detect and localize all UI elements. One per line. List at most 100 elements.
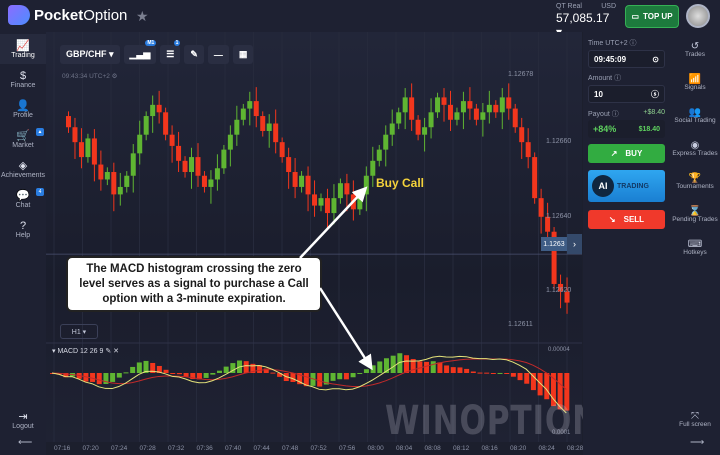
fullscreen-button[interactable]: ⤧ Full screen [670, 404, 720, 437]
time-tick-label: 08:04 [396, 445, 413, 452]
candle-down [253, 101, 259, 117]
right-nav-social-trading[interactable]: 👥 Social Trading [670, 100, 720, 133]
right-nav-express-trades[interactable]: ◉ Express Trades [670, 133, 720, 166]
arrow-to-histogram [318, 287, 373, 371]
layout-button[interactable]: ▦ [232, 45, 254, 64]
logout-icon: ⇥ [18, 410, 28, 423]
right-nav-hotkeys[interactable]: ⌨ Hotkeys [670, 232, 720, 265]
candle-down [493, 104, 499, 113]
logo-text-bold: Pocket [34, 6, 84, 24]
wallet-icon: ▭ [631, 12, 640, 21]
drawing-button[interactable]: ✎ [184, 45, 204, 64]
sidebar-item-trading[interactable]: 📈 Trading [0, 34, 46, 64]
scroll-to-now-chevron-icon[interactable]: › [567, 234, 582, 254]
candle-down [163, 112, 169, 135]
candle-down [467, 101, 473, 109]
logo[interactable]: Pocket Option [8, 5, 127, 25]
candle-up [240, 108, 246, 120]
logout-button[interactable]: ⇥ Logout [0, 405, 46, 435]
time-tick-label: 07:44 [253, 445, 270, 452]
candle-up [363, 175, 369, 195]
buy-button[interactable]: ↗ BUY [588, 144, 665, 163]
time-tick-label: 07:52 [310, 445, 327, 452]
account-type: QT Real [556, 3, 582, 10]
time-tick-label: 08:20 [510, 445, 527, 452]
chart-area[interactable] [46, 32, 582, 442]
macd-histogram-bar [497, 372, 503, 374]
candle-up [422, 127, 428, 135]
avatar[interactable] [686, 4, 710, 28]
chart-clock: 09:43:34 UTC+2 ⚙ [62, 73, 118, 80]
clock-icon[interactable]: ⊙ [652, 54, 659, 64]
candle-down [324, 198, 330, 214]
amount-value: 10 [594, 89, 603, 99]
users-icon: 👥 [688, 106, 702, 118]
top-up-button[interactable]: ▭ TOP UP [625, 5, 679, 28]
time-tick-label: 08:08 [424, 445, 441, 452]
sidebar-item-achievements[interactable]: ◈ Achievements [0, 154, 46, 184]
candle-down [312, 194, 318, 206]
user-icon: 👤 [16, 99, 30, 112]
right-nav-tournaments[interactable]: 🏆 Tournaments [670, 166, 720, 199]
candle-up [150, 104, 156, 117]
candle-down [169, 134, 175, 146]
diamond-icon: ◈ [18, 159, 28, 172]
time-input[interactable]: 09:45:09 ⊙ [588, 50, 665, 68]
dollar-circle-icon[interactable]: ⓢ [651, 89, 659, 99]
payout-percent: +84% [593, 124, 617, 134]
macd-histogram-bar [477, 372, 483, 374]
chart-type-button[interactable]: ▁▃▅ M1 [123, 40, 157, 64]
macd-histogram-bar [557, 373, 563, 410]
sidebar-item-help[interactable]: ? Help [0, 214, 46, 244]
time-tick-label: 07:32 [168, 445, 185, 452]
signal-icon: 📶 [688, 73, 702, 85]
macd-histogram-bar [377, 361, 383, 373]
candle-up [137, 134, 143, 154]
candle-down [551, 231, 557, 284]
candle-down [525, 142, 531, 158]
sidebar-item-chat[interactable]: 💬 Chat 4 [0, 184, 46, 214]
favorite-star-icon[interactable]: ★ [136, 8, 149, 24]
macd-histogram-bar [343, 373, 349, 380]
macd-histogram-bar [397, 353, 403, 373]
sidebar-item-market[interactable]: 🛒 Market ▲ [0, 124, 46, 154]
collapse-right-arrow-icon[interactable]: ⟶ [690, 437, 705, 448]
time-value: 09:45:09 [594, 54, 627, 64]
timeframe-selector[interactable]: H1 ▾ [60, 324, 98, 339]
macd-histogram-bar [564, 373, 570, 411]
macd-indicator-label[interactable]: ▾ MACD 12 26 9 ✎ ✕ [52, 348, 119, 355]
indicators-button[interactable]: ☰ 1 [160, 40, 181, 64]
amount-input[interactable]: 10 ⓢ [588, 85, 665, 103]
candle-down [72, 127, 78, 143]
candle-down [66, 116, 71, 128]
sidebar-item-label: Help [15, 231, 31, 239]
candle-up [299, 175, 305, 187]
macd-histogram-bar [156, 365, 162, 373]
time-tick-label: 07:36 [196, 445, 213, 452]
macd-histogram-bar [504, 373, 510, 374]
macd-histogram-bar [430, 361, 436, 373]
right-nav-pending-trades[interactable]: ⌛ Pending Trades [670, 199, 720, 232]
ai-trading-button[interactable]: AI TRADING [588, 170, 665, 202]
right-nav-trades[interactable]: ↺ Trades [670, 34, 720, 67]
candle-up [499, 97, 505, 113]
macd-histogram-bar [470, 371, 476, 373]
right-nav-signals[interactable]: 📶 Signals [670, 67, 720, 100]
candle-down [558, 283, 564, 292]
line-tool-button[interactable]: — [207, 45, 229, 64]
macd-histogram-bar [196, 373, 202, 380]
candle-up [389, 123, 395, 135]
macd-histogram-bar [450, 367, 456, 373]
sidebar-item-profile[interactable]: 👤 Profile [0, 94, 46, 124]
candle-up [234, 119, 240, 135]
sidebar-item-finance[interactable]: $ Finance [0, 64, 46, 94]
macd-histogram-bar [257, 365, 263, 373]
candle-up [454, 112, 460, 120]
pair-selector[interactable]: GBP/CHF ▾ [60, 45, 120, 64]
right-sidebar [670, 32, 720, 455]
macd-histogram-bar [110, 373, 116, 382]
macd-histogram-bar [183, 373, 189, 377]
sell-button[interactable]: ↘ SELL [588, 210, 665, 229]
collapse-left-arrow-icon[interactable]: ⟵ [18, 437, 33, 448]
macd-histogram-bar [230, 363, 236, 373]
